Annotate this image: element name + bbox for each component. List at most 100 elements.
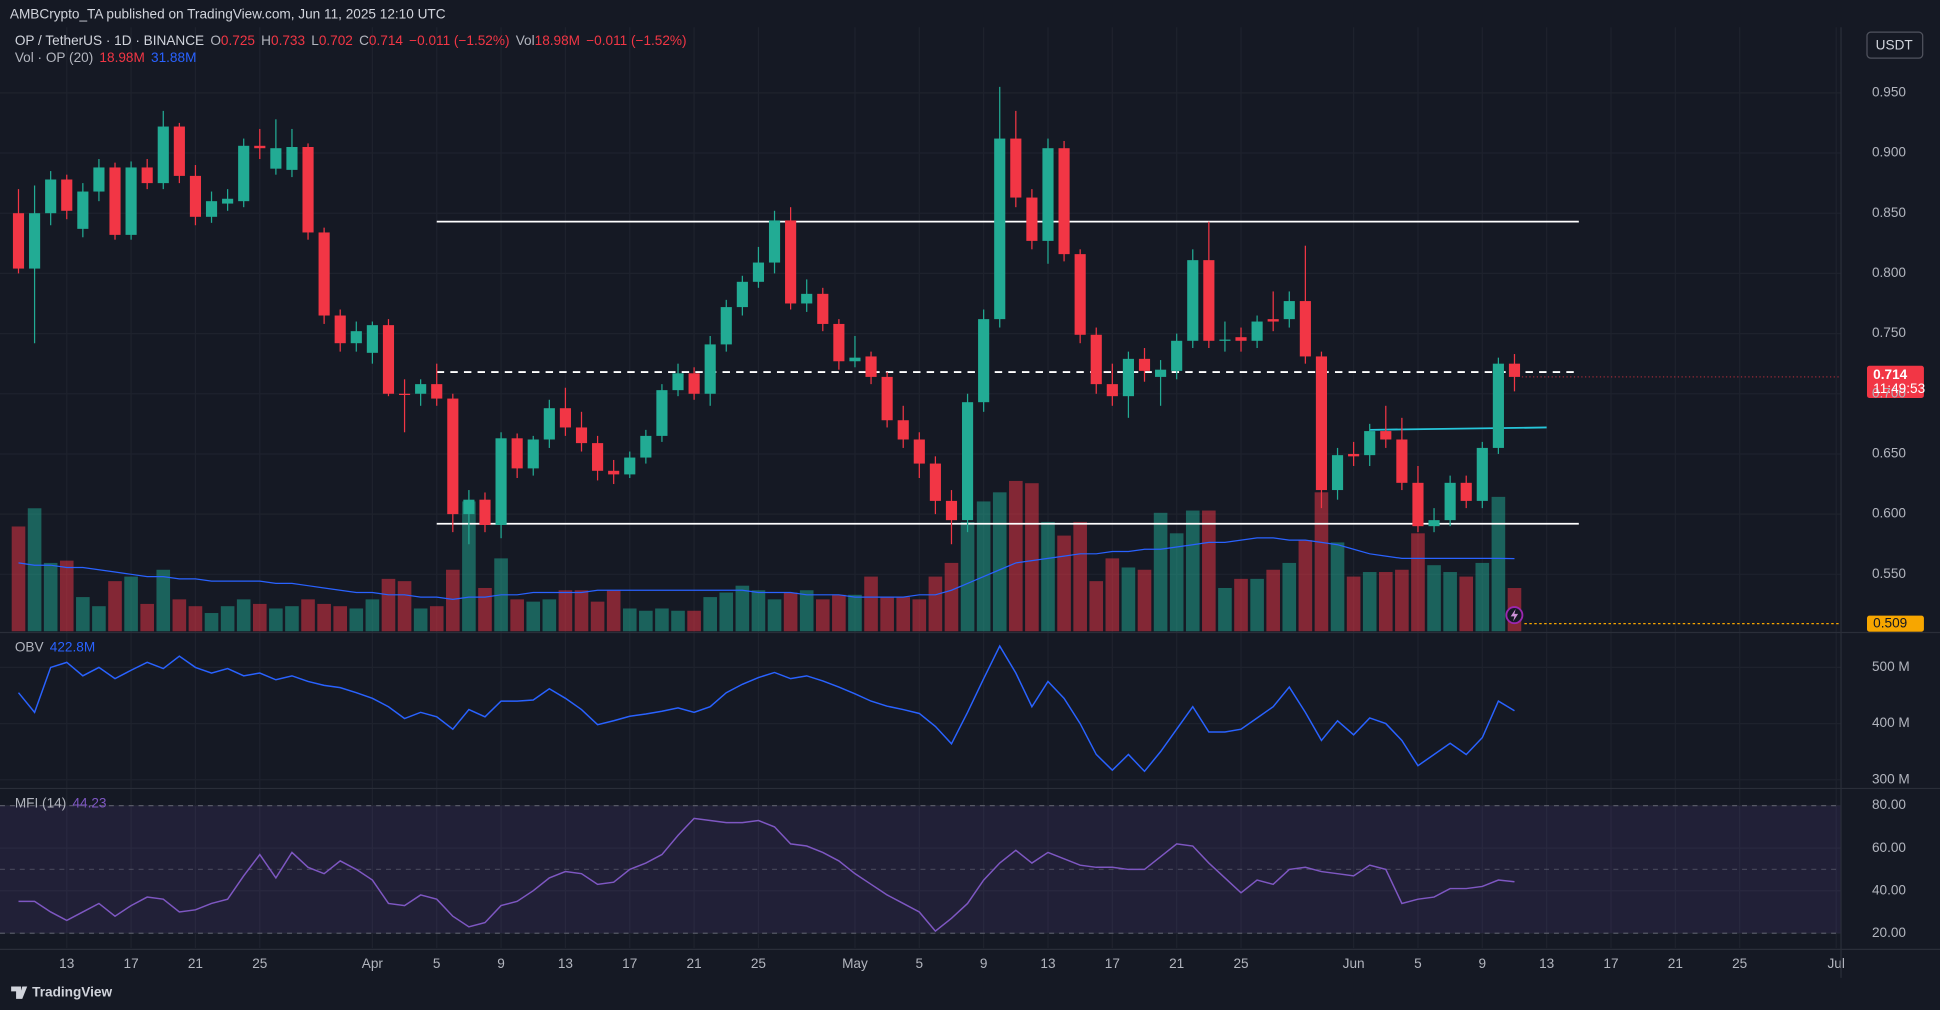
- volume-bar: [1427, 565, 1441, 632]
- volume-bar: [992, 492, 1007, 632]
- candle-body: [495, 438, 507, 525]
- candle-body: [189, 175, 202, 217]
- y-tick-label: 0.850: [1872, 205, 1906, 220]
- legend-value: 0.725: [221, 32, 255, 47]
- x-tick-label: 5: [1414, 956, 1422, 971]
- candle-body: [1171, 340, 1183, 371]
- volume-bar: [1234, 578, 1248, 632]
- volume-bar: [542, 599, 557, 632]
- last-price-label: 0.714: [1873, 367, 1907, 382]
- currency-button[interactable]: [1866, 31, 1924, 59]
- candle-body: [1090, 334, 1102, 385]
- currency-label[interactable]: USDT: [1876, 37, 1913, 52]
- candle-body: [865, 356, 877, 377]
- x-tick-label: 25: [1233, 956, 1248, 971]
- candle-body: [479, 499, 491, 525]
- candle-body: [1074, 254, 1086, 335]
- candle-body: [157, 126, 169, 184]
- volume-bar: [1185, 510, 1200, 632]
- volume-bar: [783, 592, 798, 632]
- volume-bar: [1362, 572, 1377, 632]
- volume-bar: [1202, 510, 1216, 632]
- candle-body: [833, 323, 845, 362]
- candle-body: [1010, 138, 1022, 198]
- volume-bar: [703, 597, 717, 632]
- candle-body: [1331, 455, 1344, 491]
- x-tick-label: 5: [433, 956, 441, 971]
- legend-value: MFI (14): [15, 795, 66, 810]
- volume-bar: [1346, 576, 1361, 632]
- candle-body: [688, 373, 700, 394]
- y-tick-label: 0.650: [1872, 446, 1906, 461]
- y-tick-label: 0.950: [1872, 84, 1906, 99]
- candle-body: [592, 443, 604, 471]
- volume-bar: [1411, 533, 1425, 632]
- candle-body: [672, 373, 684, 391]
- x-tick-label: Jul: [1827, 956, 1844, 971]
- volume-bar: [1330, 542, 1345, 632]
- volume-bar: [606, 590, 621, 632]
- x-tick-label: May: [842, 956, 868, 971]
- volume-bar: [269, 608, 283, 632]
- volume-bar: [446, 569, 460, 632]
- candle-body: [366, 325, 378, 353]
- y-tick-label: 0.700: [1872, 385, 1906, 400]
- candle-body: [270, 148, 282, 169]
- y-tick-label: 0.750: [1872, 325, 1906, 340]
- volume-bar: [220, 606, 235, 632]
- band: [0, 805, 1842, 934]
- volume-bar: [1105, 558, 1120, 632]
- countdown-label: 11:49:53: [1873, 381, 1925, 396]
- legend-key: C: [359, 32, 369, 47]
- volume-bar: [976, 501, 991, 632]
- volume-bar: [59, 560, 74, 632]
- candle-body: [1412, 482, 1424, 527]
- candle-body: [334, 315, 346, 344]
- candle-body: [1428, 520, 1440, 527]
- x-tick-label: 9: [1479, 956, 1487, 971]
- volume-bar: [301, 599, 315, 632]
- legend-value: OBV: [15, 639, 45, 654]
- y-tick-label: 20.00: [1872, 925, 1906, 940]
- y-tick-label: 60.00: [1872, 840, 1906, 855]
- legend-value: 18.98M: [535, 32, 580, 47]
- candle-body: [1348, 453, 1360, 457]
- candle-body: [1283, 301, 1295, 320]
- low-marker-label: 0.509: [1873, 615, 1907, 630]
- x-tick-label: Jun: [1343, 956, 1365, 971]
- volume-bar: [1073, 521, 1087, 632]
- volume-bar: [1298, 540, 1313, 632]
- candle-body: [141, 167, 153, 184]
- legend-value: 0.702: [319, 32, 353, 47]
- x-tick-label: 25: [751, 956, 766, 971]
- level-line: [1369, 426, 1547, 431]
- candle-body: [736, 281, 748, 308]
- candle-body: [785, 220, 797, 304]
- volume-bar: [1459, 576, 1474, 632]
- candle-body: [77, 191, 89, 229]
- candle-body: [318, 232, 330, 316]
- volume-bar: [1491, 496, 1506, 632]
- candle-body: [881, 376, 893, 421]
- volume-bar: [848, 594, 862, 632]
- candle-body: [929, 463, 941, 501]
- volume-bar: [896, 597, 911, 632]
- volume-bar: [204, 613, 219, 632]
- volume-bar: [462, 501, 476, 632]
- indicator-line: [17, 644, 1515, 773]
- candle-body: [205, 201, 218, 217]
- legend-value: 44.23: [72, 795, 106, 810]
- last-price-tag: [1867, 365, 1924, 398]
- volume-bar: [912, 599, 927, 632]
- candle-body: [1396, 439, 1408, 483]
- candle-body: [704, 344, 716, 394]
- candle-body: [1444, 482, 1456, 521]
- volume-bar: [1041, 521, 1055, 632]
- candle-body: [45, 179, 57, 214]
- x-tick-label: 13: [59, 956, 74, 971]
- legend-key: L: [311, 32, 319, 47]
- candle-body: [1187, 260, 1199, 341]
- candle-body: [447, 398, 459, 515]
- legend-value: 422.8M: [50, 639, 95, 654]
- candle-body: [1380, 431, 1392, 440]
